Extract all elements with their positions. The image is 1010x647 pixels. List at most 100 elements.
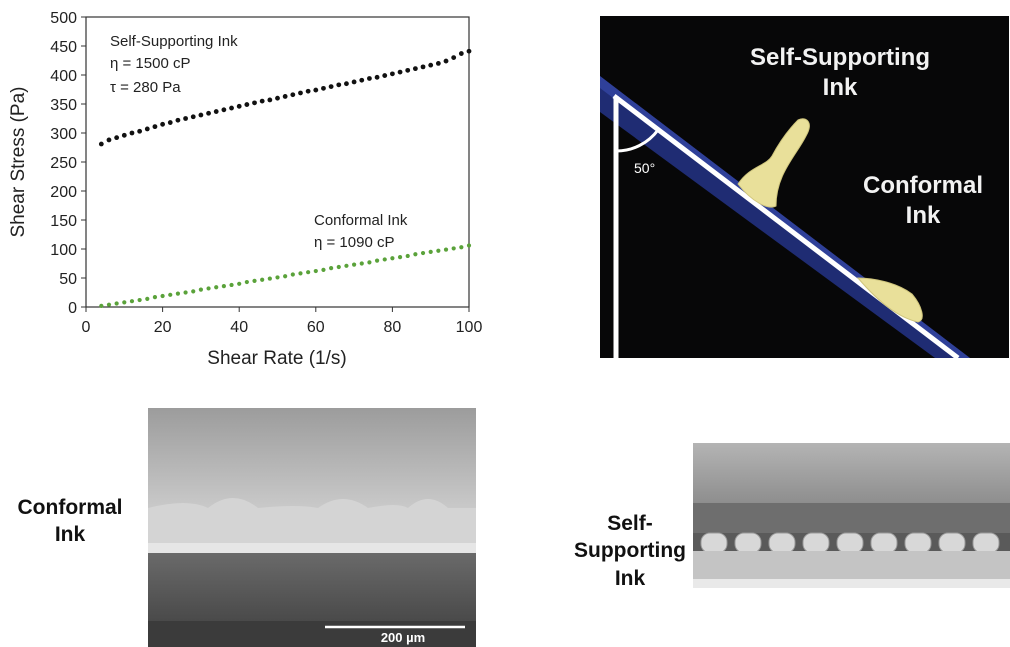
- self-supporting-point: [183, 116, 188, 121]
- sem-base-edge: [693, 579, 1010, 588]
- sem-label-self-supporting: Self- Supporting Ink: [574, 512, 686, 590]
- annotation-self-title: Self-Supporting Ink: [110, 33, 238, 50]
- self-supporting-point: [229, 105, 234, 111]
- x-tick-label: 80: [384, 319, 402, 336]
- shear-stress-chart: 0 50 100 150 200 250 300 350 400 450 500 0 20 40 60 80…: [8, 10, 482, 369]
- conformal-point: [122, 300, 127, 305]
- conformal-point: [466, 243, 472, 248]
- self-supporting-point: [344, 81, 349, 87]
- conformal-point: [352, 262, 357, 267]
- conformal-ink-blob: [856, 277, 923, 323]
- scale-bar-label: 200 µm: [380, 630, 426, 645]
- sem-filament: [972, 532, 1000, 554]
- conformal-point: [283, 274, 288, 279]
- conformal-point: [129, 299, 135, 304]
- self-supporting-point: [175, 117, 181, 123]
- y-tick-label: 250: [50, 155, 77, 172]
- self-supporting-point: [382, 73, 388, 78]
- annotation-conformal: Conformal Ink η = 1090 cP: [314, 212, 408, 251]
- conformal-point: [382, 257, 387, 262]
- conformal-point: [106, 302, 112, 307]
- conformal-point: [405, 253, 410, 259]
- self-supporting-point: [390, 71, 395, 77]
- sem-image-self-supporting: [693, 443, 1010, 588]
- annotation-self-viscosity: η = 1500 cP: [110, 55, 190, 72]
- conformal-point: [420, 250, 426, 256]
- y-tick-label: 200: [50, 184, 77, 201]
- self-supporting-point: [420, 64, 426, 70]
- self-supporting-point: [129, 130, 135, 136]
- conformal-point: [443, 247, 449, 252]
- sem-filament: [802, 532, 830, 554]
- angle-label: 50°: [634, 160, 656, 176]
- self-supporting-point: [328, 84, 334, 89]
- conformal-point: [175, 291, 181, 296]
- y-tick-label: 450: [50, 39, 77, 56]
- conformal-point: [160, 293, 165, 299]
- conformal-point: [336, 264, 341, 270]
- conformal-point: [168, 292, 173, 297]
- self-supporting-point: [236, 103, 242, 109]
- sem-filament: [700, 532, 728, 554]
- self-supporting-point: [397, 69, 403, 75]
- self-supporting-ink-blob: [737, 118, 810, 208]
- self-supporting-point: [428, 62, 434, 68]
- conformal-point: [183, 290, 188, 295]
- conformal-point: [206, 286, 211, 291]
- conformal-point: [252, 278, 257, 283]
- sem-fibrous-base: [148, 553, 476, 621]
- self-supporting-point: [98, 141, 104, 147]
- x-axis: 0 20 40 60 80 100: [82, 307, 482, 336]
- self-supporting-point: [121, 132, 127, 138]
- self-supporting-point: [298, 90, 303, 96]
- y-tick-label: 100: [50, 242, 77, 259]
- self-supporting-point: [359, 77, 365, 83]
- conformal-point: [329, 266, 334, 271]
- y-axis: 0 50 100 150 200 250 300 350 400 450 500: [50, 10, 86, 317]
- self-supporting-point: [435, 61, 441, 66]
- conformal-point: [152, 295, 158, 300]
- data-series: [98, 48, 472, 308]
- annotation-conformal-title: Conformal Ink: [314, 212, 408, 229]
- self-supporting-point: [305, 88, 311, 94]
- self-supporting-point: [466, 48, 472, 54]
- conformal-point: [374, 258, 380, 263]
- conformal-point: [99, 303, 104, 308]
- series-conformal: [99, 243, 472, 308]
- x-tick-label: 60: [307, 319, 325, 336]
- conformal-point: [459, 245, 464, 250]
- sem-cover-layer: [693, 443, 1010, 503]
- conformal-point: [237, 281, 242, 286]
- self-supporting-point: [267, 97, 273, 103]
- self-supporting-point: [290, 92, 296, 98]
- conformal-point: [451, 246, 456, 251]
- photo-label-conformal: Conformal Ink: [863, 172, 983, 229]
- sem-filament: [768, 532, 796, 554]
- y-axis-label: Shear Stress (Pa): [8, 87, 29, 238]
- self-supporting-point: [443, 58, 449, 64]
- conformal-point: [260, 277, 265, 282]
- conformal-point: [390, 256, 395, 261]
- conformal-point: [313, 268, 318, 274]
- sem-substrate-layer: [148, 543, 476, 553]
- self-supporting-point: [275, 95, 280, 101]
- self-supporting-point: [367, 76, 372, 81]
- conformal-point: [221, 284, 226, 289]
- sem-info-bar: [148, 621, 476, 647]
- y-tick-label: 350: [50, 97, 77, 114]
- self-supporting-point: [336, 82, 342, 88]
- y-tick-label: 500: [50, 10, 77, 27]
- y-tick-label: 300: [50, 126, 77, 143]
- self-supporting-point: [198, 112, 204, 118]
- conformal-point: [344, 263, 349, 268]
- x-tick-label: 40: [230, 319, 248, 336]
- y-tick-label: 0: [68, 300, 77, 317]
- self-supporting-point: [252, 100, 257, 106]
- conformal-point: [397, 255, 403, 260]
- conformal-point: [214, 285, 219, 290]
- y-tick-label: 400: [50, 68, 77, 85]
- conformal-point: [244, 279, 249, 285]
- self-supporting-point: [374, 74, 380, 80]
- conformal-point: [321, 267, 326, 272]
- conformal-point: [191, 289, 196, 294]
